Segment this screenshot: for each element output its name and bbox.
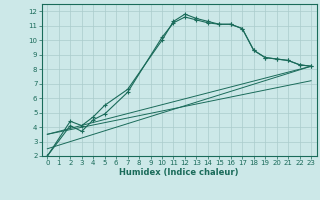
X-axis label: Humidex (Indice chaleur): Humidex (Indice chaleur) — [119, 168, 239, 177]
